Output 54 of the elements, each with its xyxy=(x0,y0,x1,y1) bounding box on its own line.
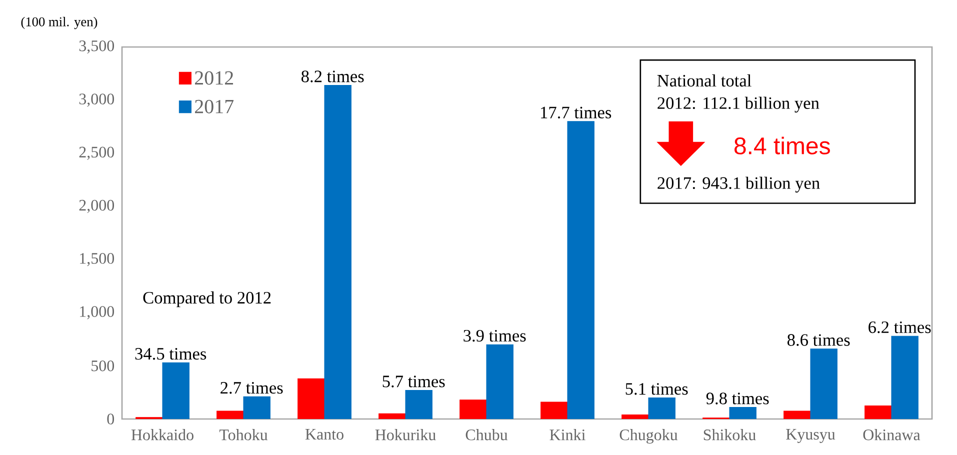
annotation: 17.7 times xyxy=(541,106,612,118)
annotation: 5.7 times xyxy=(382,376,445,388)
annotation: 3.9 times xyxy=(464,330,526,342)
x-tick-label: Kanto xyxy=(305,429,344,440)
y-axis-title: (100 mil. yen) xyxy=(21,16,98,30)
bar xyxy=(648,397,676,419)
bar xyxy=(567,121,594,419)
bar xyxy=(298,378,325,419)
x-tick-label: Shikoku xyxy=(704,429,756,440)
bar xyxy=(729,407,756,419)
annotation: 2.7 times xyxy=(220,382,283,394)
x-tick-label: Tohoku xyxy=(219,429,268,440)
x-tick-label: Hokkaido xyxy=(131,429,194,440)
bar xyxy=(460,400,487,419)
y-tick-label: 1,500 xyxy=(80,253,114,266)
annotation: Compared to 2012 xyxy=(143,291,271,308)
bar xyxy=(891,336,918,419)
legend-label: 2017 xyxy=(195,100,234,114)
bar xyxy=(405,390,432,419)
bar xyxy=(162,362,190,419)
y-tick-label: 1,000 xyxy=(80,306,114,320)
x-tick-label: Kinki xyxy=(550,429,586,440)
annotation: 2012: 112.1 billion yen xyxy=(658,96,820,113)
annotation: 8.2 times xyxy=(301,70,364,82)
y-tick-label: 2,000 xyxy=(79,200,114,213)
bar xyxy=(784,410,811,419)
y-tick-label: 2,500 xyxy=(79,146,114,160)
annotation: 5.1 times xyxy=(626,383,688,395)
annotation: 6.2 times xyxy=(868,321,931,334)
annotation: 9.8 times xyxy=(706,392,769,404)
x-tick-label: Chugoku xyxy=(620,429,678,444)
bar xyxy=(622,414,649,419)
legend-label: 2012 xyxy=(195,71,234,85)
bar xyxy=(486,344,514,419)
annotation: 2017: 943.1 billion yen xyxy=(658,176,820,193)
x-tick-label: Chubu xyxy=(466,429,508,440)
x-tick-label: Kyusyu xyxy=(786,429,836,443)
bar xyxy=(378,413,406,419)
annotation: National total xyxy=(657,74,752,87)
x-tick-label: Okinawa xyxy=(863,429,920,440)
bar xyxy=(243,396,270,419)
bar xyxy=(216,410,244,419)
bar xyxy=(864,405,892,419)
bar xyxy=(324,84,352,419)
y-tick-label: 500 xyxy=(92,360,114,372)
x-tick-label: Hokuriku xyxy=(375,429,436,440)
annotation: 8.6 times xyxy=(787,334,850,346)
y-tick-label: 3,500 xyxy=(79,40,114,54)
y-tick-label: 0 xyxy=(107,414,114,424)
bar xyxy=(810,348,838,419)
y-tick-label: 3,000 xyxy=(79,94,114,107)
bar xyxy=(540,402,568,419)
annotation: 34.5 times xyxy=(135,348,206,360)
annotation: 8.4 times xyxy=(734,136,830,154)
